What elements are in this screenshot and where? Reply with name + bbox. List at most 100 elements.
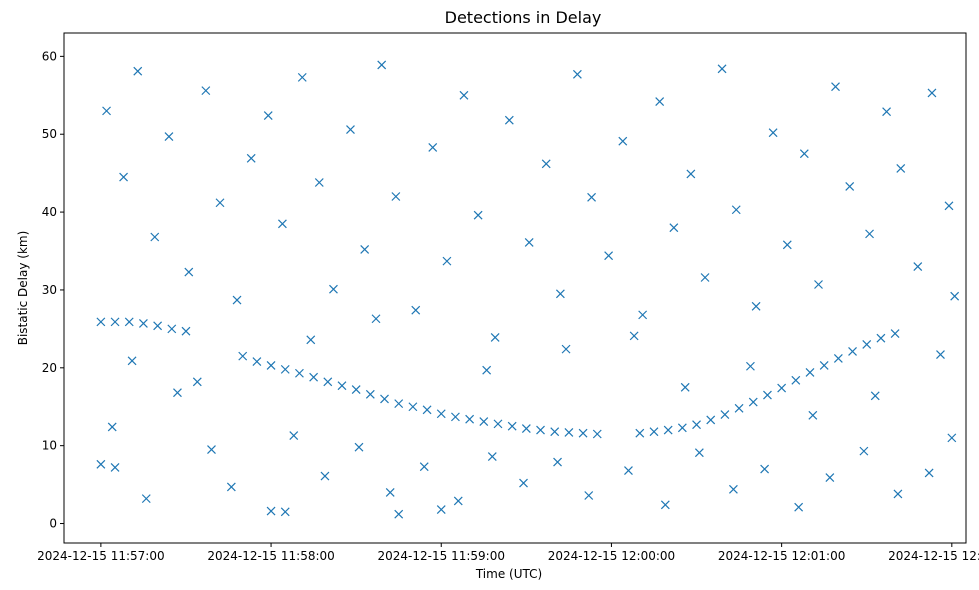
- data-point: [351, 385, 361, 395]
- data-point-stroke: [524, 238, 534, 247]
- data-point: [436, 505, 446, 514]
- data-point-stroke: [419, 462, 429, 472]
- data-point-stroke: [141, 494, 151, 504]
- data-point: [173, 388, 182, 398]
- data-point: [794, 502, 804, 512]
- data-point-stroke: [102, 106, 111, 116]
- data-point-stroke: [133, 66, 143, 76]
- data-point-stroke: [394, 399, 404, 409]
- data-point: [692, 420, 701, 430]
- data-point-stroke: [717, 64, 727, 74]
- data-point-stroke: [295, 368, 304, 378]
- data-point-stroke: [323, 377, 333, 387]
- data-point-stroke: [629, 331, 639, 341]
- data-point: [110, 317, 120, 327]
- data-point-stroke: [808, 410, 818, 420]
- data-point-stroke: [587, 192, 597, 202]
- data-point-stroke: [351, 385, 361, 395]
- data-point-stroke: [680, 382, 690, 392]
- data-point: [164, 132, 174, 141]
- data-point: [734, 403, 744, 413]
- x-tick-label: 2024-12-15 12:01:00: [718, 549, 845, 563]
- x-tick-label: 2024-12-15 12:02:00: [888, 549, 979, 563]
- data-point: [833, 354, 843, 363]
- data-point-stroke: [555, 289, 565, 299]
- data-point: [700, 273, 710, 282]
- data-point: [232, 295, 242, 305]
- data-point-stroke: [490, 333, 500, 342]
- data-point: [297, 72, 307, 82]
- data-point-stroke: [110, 317, 120, 327]
- data-point-stroke: [266, 361, 276, 370]
- data-point: [459, 90, 469, 100]
- data-point-stroke: [377, 60, 387, 70]
- data-point: [944, 201, 954, 211]
- y-axis-ticks: 0 10 20 30 40 50 60: [42, 49, 64, 531]
- data-point-stroke: [893, 489, 903, 499]
- plot-area: [96, 60, 960, 519]
- data-point: [487, 452, 497, 461]
- data-point: [578, 428, 588, 438]
- data-point-stroke: [479, 417, 489, 426]
- data-point: [550, 427, 560, 437]
- data-point: [777, 383, 787, 393]
- data-point-stroke: [167, 324, 177, 334]
- data-point-stroke: [354, 442, 364, 452]
- data-point: [913, 262, 923, 272]
- x-tick-label: 2024-12-15 11:58:00: [207, 549, 334, 563]
- data-point: [635, 428, 645, 438]
- data-point-stroke: [453, 496, 463, 506]
- data-point: [717, 64, 727, 74]
- data-point: [763, 390, 772, 400]
- data-point: [669, 223, 679, 233]
- data-point-stroke: [238, 351, 248, 361]
- data-point: [655, 97, 665, 106]
- data-point: [592, 429, 602, 439]
- data-point-stroke: [692, 420, 701, 430]
- data-point: [524, 238, 534, 247]
- data-point-stroke: [365, 389, 375, 399]
- data-point-stroke: [814, 280, 823, 289]
- data-point: [102, 106, 111, 116]
- data-point-stroke: [944, 201, 954, 211]
- data-point-stroke: [482, 365, 492, 375]
- data-point: [306, 335, 316, 345]
- data-point-stroke: [553, 457, 562, 467]
- data-point-stroke: [876, 333, 886, 343]
- data-point-stroke: [536, 425, 545, 435]
- data-point: [624, 466, 633, 476]
- data-point-stroke: [618, 136, 628, 146]
- data-point-stroke: [119, 172, 128, 182]
- data-point-stroke: [385, 487, 395, 497]
- data-point: [391, 192, 401, 201]
- data-point: [814, 280, 823, 289]
- x-tick-label: 2024-12-15 11:57:00: [37, 549, 164, 563]
- x-tick-label: 2024-12-15 11:59:00: [378, 549, 505, 563]
- data-point: [479, 417, 489, 426]
- data-point-stroke: [493, 419, 503, 429]
- data-point: [110, 463, 120, 472]
- data-point-stroke: [232, 295, 242, 305]
- data-point: [831, 82, 840, 92]
- data-point: [124, 317, 134, 327]
- data-point-stroke: [924, 468, 934, 478]
- data-point-stroke: [865, 229, 874, 239]
- data-point: [564, 428, 574, 437]
- data-point: [107, 422, 117, 432]
- data-point-stroke: [391, 192, 401, 201]
- data-point-stroke: [896, 164, 906, 173]
- data-point: [127, 356, 137, 366]
- data-point-stroke: [819, 361, 829, 370]
- data-point: [422, 405, 432, 415]
- data-point: [686, 169, 696, 179]
- data-point-stroke: [465, 414, 475, 424]
- data-point-stroke: [655, 97, 665, 106]
- data-point: [360, 245, 370, 254]
- data-point-stroke: [280, 364, 290, 374]
- data-point: [266, 506, 276, 516]
- data-point: [482, 365, 492, 375]
- data-point-stroke: [306, 335, 316, 345]
- data-point: [950, 291, 960, 301]
- data-point: [927, 88, 937, 98]
